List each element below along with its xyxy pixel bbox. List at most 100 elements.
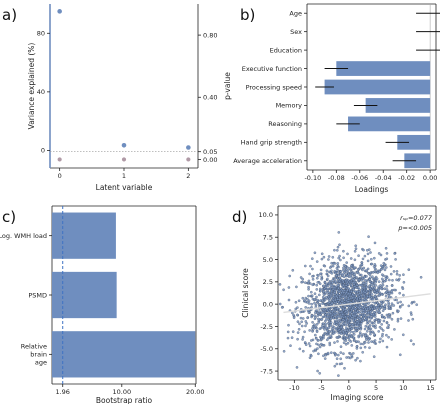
scatter-point (317, 352, 320, 356)
scatter-point (356, 271, 359, 274)
scatter-point (353, 314, 357, 318)
scatter-point (373, 333, 376, 337)
scatter-point (322, 308, 326, 312)
x-tick-label: -0.10 (304, 174, 321, 182)
y-tick-label: -5.0 (260, 345, 273, 353)
scatter-point (330, 302, 334, 305)
scatter-point (344, 323, 348, 327)
scatter-point (311, 275, 314, 278)
variance-point (186, 145, 191, 150)
scatter-point (381, 334, 384, 338)
scatter-point (290, 336, 294, 339)
x-tick-label: 15 (426, 384, 434, 392)
y-axis-label: Variance explained (%) (27, 43, 36, 130)
scatter-point (371, 271, 375, 274)
scatter-point (396, 301, 400, 305)
scatter-point (307, 294, 310, 298)
scatter-point (341, 313, 344, 316)
scatter-point (338, 330, 342, 333)
scatter-point (363, 327, 367, 331)
scatter-point (369, 310, 372, 314)
scatter-point (402, 281, 406, 284)
bootstrap-bar (52, 271, 117, 319)
scatter-point (339, 272, 342, 276)
scatter-point (334, 279, 337, 283)
scatter-point (299, 310, 302, 314)
scatter-point (390, 318, 394, 321)
scatter-point (351, 293, 354, 296)
scatter-point (355, 320, 359, 323)
scatter-point (331, 310, 334, 314)
scatter-point (385, 345, 389, 349)
scatter-point (352, 311, 356, 314)
scatter-point (325, 272, 329, 276)
loading-bar (324, 79, 431, 95)
scatter-point (310, 339, 313, 342)
scatter-point (329, 286, 333, 289)
category-label: Executive function (242, 65, 302, 73)
scatter-point (374, 279, 378, 283)
scatter-point (398, 305, 402, 309)
scatter-point (291, 269, 295, 272)
scatter-point (307, 302, 311, 305)
scatter-point (349, 257, 353, 260)
scatter-point (353, 258, 357, 262)
scatter-point (352, 266, 356, 270)
scatter-point (268, 287, 270, 289)
scatter-point (407, 268, 411, 271)
scatter-point (316, 314, 320, 317)
x-axis-label: Loadings (355, 185, 389, 194)
scatter-point (327, 255, 331, 258)
scatter-point (368, 319, 372, 323)
panel-label-c: c) (2, 208, 16, 226)
y-axis-label: Clinical score (241, 268, 250, 318)
scatter-point (316, 298, 319, 302)
scatter-point (335, 266, 339, 270)
scatter-point (324, 298, 327, 301)
scatter-point (368, 273, 372, 277)
scatter-point (344, 270, 348, 274)
scatter-point (352, 282, 356, 286)
scatter-point (342, 322, 346, 325)
scatter-point (337, 335, 341, 339)
scatter-point (351, 306, 354, 310)
y2-tick-label: 0.40 (203, 94, 217, 102)
scatter-point (320, 257, 324, 261)
scatter-point (335, 321, 339, 324)
scatter-point (359, 346, 363, 350)
scatter-point (322, 284, 325, 288)
scatter-point (326, 351, 330, 355)
scatter-point (378, 325, 382, 329)
scatter-point (288, 274, 291, 278)
y-tick-label: -2.5 (260, 323, 273, 331)
scatter-point (353, 250, 357, 253)
scatter-point (385, 257, 389, 261)
scatter-point (343, 286, 346, 289)
scatter-point (364, 318, 367, 321)
scatter-point (398, 274, 401, 277)
scatter-point (313, 326, 316, 330)
scatter-point (385, 285, 389, 288)
scatter-point (301, 338, 304, 341)
scatter-point (350, 264, 353, 267)
scatter-point (379, 264, 383, 267)
scatter-point (355, 297, 359, 301)
scatter-point (344, 315, 347, 319)
panel-label-b: b) (240, 6, 255, 24)
scatter-point (390, 338, 393, 341)
scatter-point (383, 263, 386, 267)
scatter-point (330, 272, 334, 275)
scatter-point (315, 283, 318, 287)
scatter-point (345, 268, 348, 271)
scatter-point (322, 335, 325, 339)
scatter-point (359, 327, 363, 331)
scatter-point (372, 355, 376, 358)
scatter-point (368, 248, 371, 251)
scatter-point (368, 280, 372, 283)
scatter-point (392, 288, 396, 292)
scatter-point (360, 334, 364, 338)
scatter-point (392, 270, 396, 273)
scatter-point (317, 343, 320, 347)
x-tick-label: 2 (186, 172, 190, 180)
category-label: Hand grip strength (241, 139, 302, 147)
